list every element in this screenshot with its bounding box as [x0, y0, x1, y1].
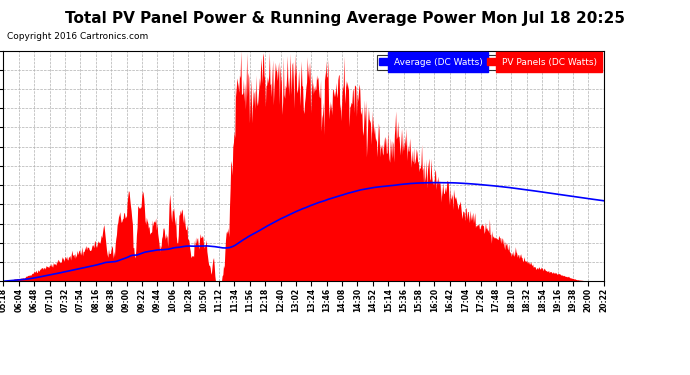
- Text: Total PV Panel Power & Running Average Power Mon Jul 18 20:25: Total PV Panel Power & Running Average P…: [65, 11, 625, 26]
- Legend: Average (DC Watts), PV Panels (DC Watts): Average (DC Watts), PV Panels (DC Watts): [377, 55, 599, 69]
- Text: Copyright 2016 Cartronics.com: Copyright 2016 Cartronics.com: [7, 32, 148, 41]
